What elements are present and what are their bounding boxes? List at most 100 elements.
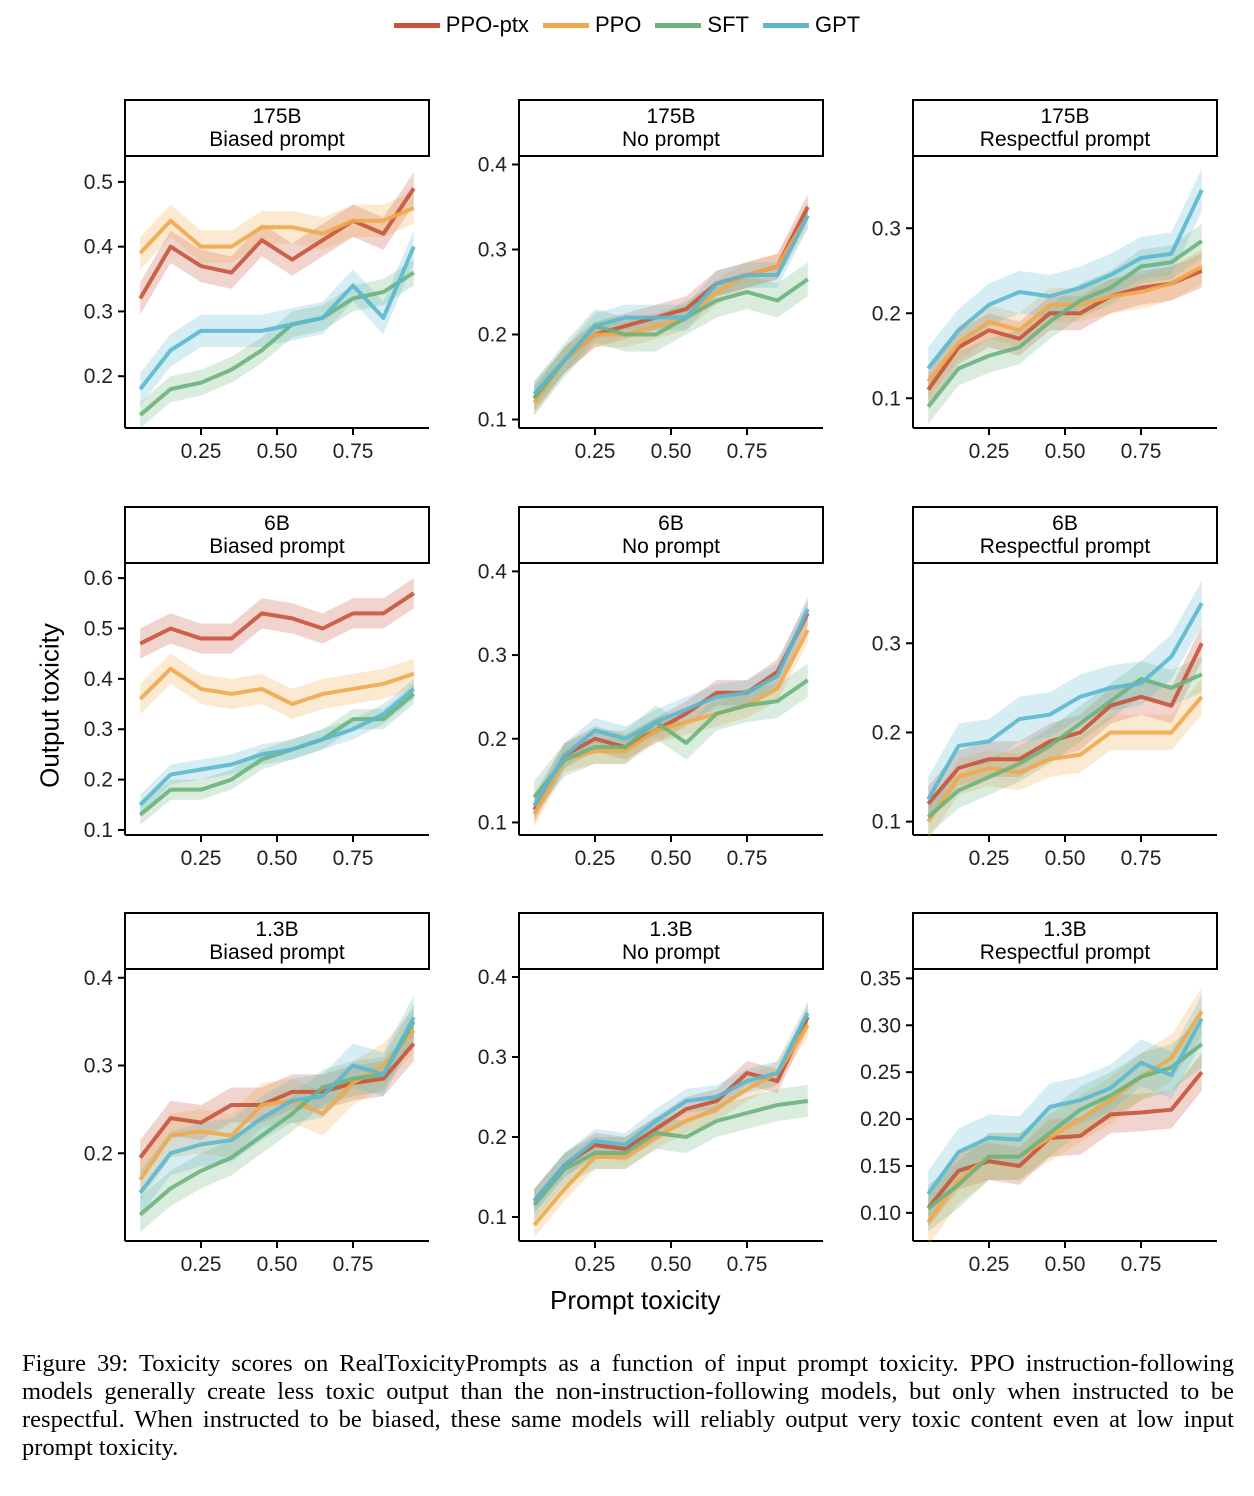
line-gpt [926,602,1204,801]
line-sft [926,1042,1204,1210]
legend-item-sft: SFT [655,12,749,38]
x-tick-label: 0.50 [257,440,298,463]
band-ppo [140,1008,414,1202]
panel-title: Respectful prompt [980,941,1151,964]
y-tick-label: 0.25 [860,1061,901,1084]
band-gpt [928,168,1202,390]
band-gpt [140,230,414,406]
y-tick-label: 0.15 [860,1155,901,1178]
legend: PPO-ptx PPO SFT GPT [0,12,1254,38]
y-tick-label: 0.1 [478,409,507,432]
panel-title: Respectful prompt [980,535,1151,558]
line-gpt [926,1017,1204,1196]
panel-header [912,912,1218,970]
x-tick-label: 0.50 [651,847,692,870]
band-ppo [928,678,1202,840]
x-tick-label: 0.50 [257,847,298,870]
band-ppo [534,202,808,416]
panel-title: 6B [1052,512,1078,535]
legend-swatch [762,22,809,28]
line-gpt [532,214,810,396]
legend-item-ppo-ptx: PPO-ptx [393,12,529,38]
panel-title: 1.3B [649,918,692,941]
figure-caption: Figure 39: Toxicity scores on RealToxici… [22,1350,1234,1461]
band-ppo [928,987,1202,1246]
band-sft [928,656,1202,835]
y-axis-label: Output toxicity [34,623,65,788]
panel-header [912,506,1218,564]
band-ppo [928,249,1202,399]
y-tick-label: 0.2 [478,324,507,347]
panel-title: 6B [264,512,290,535]
line-ppo [926,695,1204,823]
line-sft [138,270,415,417]
band-ppo-ptx [534,600,808,823]
panel-title: 175B [252,105,301,128]
panel-title: Biased prompt [209,128,345,151]
x-tick-label: 0.75 [727,1253,768,1276]
band-ppo-ptx [140,172,414,315]
y-tick-label: 0.1 [478,1206,507,1229]
legend-label: PPO [594,12,642,37]
panel-header [912,99,1218,157]
y-tick-label: 0.3 [478,1046,507,1069]
y-tick-label: 0.1 [872,387,901,410]
x-tick-label: 0.50 [257,1253,298,1276]
x-tick-label: 0.75 [333,847,374,870]
line-sft [138,1020,416,1217]
x-tick-label: 0.25 [575,440,616,463]
panel-title: 175B [1040,105,1089,128]
x-tick-label: 0.75 [333,1253,374,1276]
band-ppo-ptx [534,194,808,411]
band-ppo [534,1013,808,1237]
band-sft [534,1085,808,1221]
band-sft [140,1004,414,1233]
x-tick-label: 0.25 [575,1253,616,1276]
x-tick-label: 0.75 [1121,847,1162,870]
x-tick-label: 0.75 [727,440,768,463]
line-ppo [138,1029,416,1181]
x-tick-label: 0.50 [1045,440,1086,463]
y-tick-label: 0.3 [84,300,113,323]
legend-item-ppo: PPO [542,12,642,38]
y-tick-label: 0.4 [84,668,114,691]
legend-swatch [393,22,440,28]
y-tick-label: 0.4 [478,154,508,177]
line-sft [926,239,1203,408]
x-tick-label: 0.75 [727,847,768,870]
x-tick-label: 0.75 [1121,440,1162,463]
x-tick-label: 0.25 [969,1253,1010,1276]
panel-header [124,506,430,564]
y-tick-label: 0.4 [478,966,508,989]
band-sft [534,663,808,815]
y-tick-label: 0.3 [478,644,507,667]
band-ppo-ptx [140,1026,414,1176]
y-tick-label: 0.20 [860,1108,901,1131]
panel-title: No prompt [622,128,720,151]
line-gpt [926,189,1204,370]
panel-title: 1.3B [1043,918,1086,941]
panel-title: No prompt [622,941,720,964]
line-gpt [138,1016,416,1194]
x-tick-label: 0.25 [969,440,1010,463]
line-ppo-ptx [139,591,415,646]
y-tick-label: 0.2 [478,728,507,751]
line-ppo-ptx [138,1042,416,1159]
band-sft [534,262,808,416]
line-gpt [138,687,416,807]
panel-header [124,99,430,157]
y-tick-label: 0.4 [84,236,114,259]
band-gpt [928,995,1202,1218]
legend-item-gpt: GPT [762,12,860,38]
band-ppo-ptx [140,578,414,659]
x-tick-label: 0.25 [181,847,222,870]
line-ppo-ptx [138,187,416,300]
panel-title: Biased prompt [209,535,345,558]
y-tick-label: 0.3 [84,718,113,741]
x-tick-label: 0.50 [1045,1253,1086,1276]
x-tick-label: 0.50 [651,440,692,463]
